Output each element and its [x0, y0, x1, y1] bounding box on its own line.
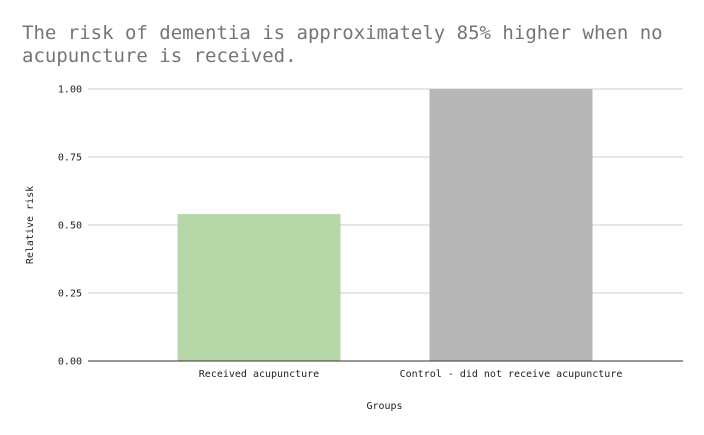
y-tick-label: 0.25: [58, 289, 82, 300]
axes: 0.00 0.25 0.50 0.75 1.00 Received acupuncture…: [58, 85, 683, 380]
y-tick-label: 0.50: [58, 221, 82, 232]
bars: [177, 89, 593, 361]
y-tick-label: 0.00: [58, 357, 82, 368]
y-tick-label: 1.00: [58, 85, 82, 96]
bar-control: [429, 89, 593, 361]
y-axis-title: Relative risk: [25, 186, 36, 264]
bar-received-acupuncture: [177, 214, 341, 361]
x-axis-title: Groups: [366, 401, 402, 412]
x-tick-label: Control - did not receive acupuncture: [400, 369, 623, 380]
chart-title: The risk of dementia is approximately 85…: [22, 22, 663, 67]
y-tick-label: 0.75: [58, 153, 82, 164]
gridlines: [88, 88, 683, 294]
x-tick-label: Received acupuncture: [199, 369, 319, 380]
